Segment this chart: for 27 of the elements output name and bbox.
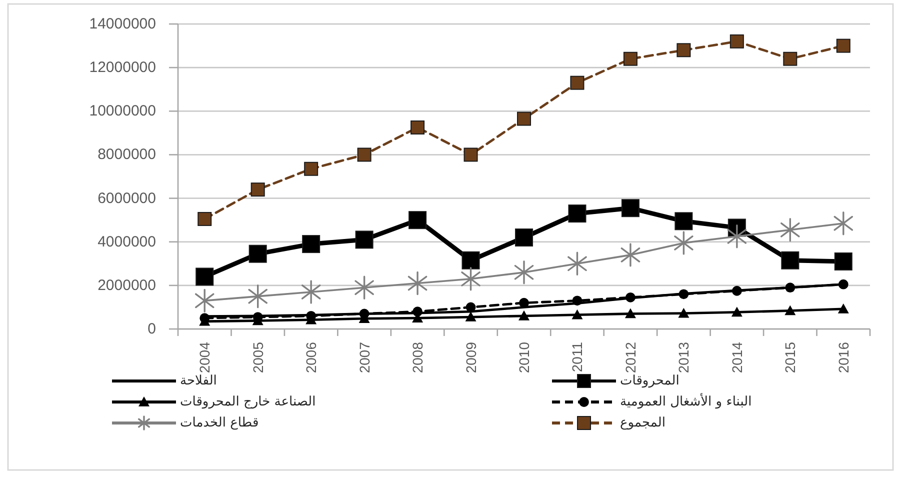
x-tick-label: 2014: [728, 342, 745, 374]
x-tick-label: 2008: [410, 342, 426, 374]
x-tick-label: 2007: [356, 342, 372, 374]
y-tick-label: 6000000: [98, 190, 156, 207]
x-tick-label: 2011: [569, 342, 586, 372]
y-tick-label: 2000000: [98, 276, 156, 294]
legend-label: قطاع الخدمات: [180, 416, 259, 430]
legend-label: المجموع: [620, 416, 666, 430]
x-tick-label: 2006: [303, 342, 320, 374]
y-tick-label: 14000000: [89, 16, 156, 32]
y-tick-label: 10000000: [89, 102, 156, 120]
x-tick-label: 2013: [676, 342, 692, 374]
y-tick-label: 4000000: [98, 233, 156, 250]
x-tick-label: 2012: [622, 342, 638, 374]
legend-label: الصناعة خارج المحروقات: [180, 394, 316, 410]
x-tick-label: 2005: [250, 342, 266, 374]
x-tick-label: 2015: [782, 342, 798, 374]
legend-label: المحروقات: [620, 374, 680, 388]
y-tick-label: 8000000: [98, 146, 156, 164]
y-tick-label: 0: [148, 320, 156, 338]
legend-label: البناء و الأشغال العمومية: [620, 394, 752, 410]
y-tick-label: 12000000: [89, 59, 156, 76]
x-tick-label: 2004: [196, 342, 213, 374]
legend-label: الفلاحة: [180, 374, 217, 388]
x-tick-label: 2009: [462, 342, 479, 374]
x-tick-label: 2016: [835, 342, 852, 374]
x-tick-label: 2010: [516, 342, 532, 374]
